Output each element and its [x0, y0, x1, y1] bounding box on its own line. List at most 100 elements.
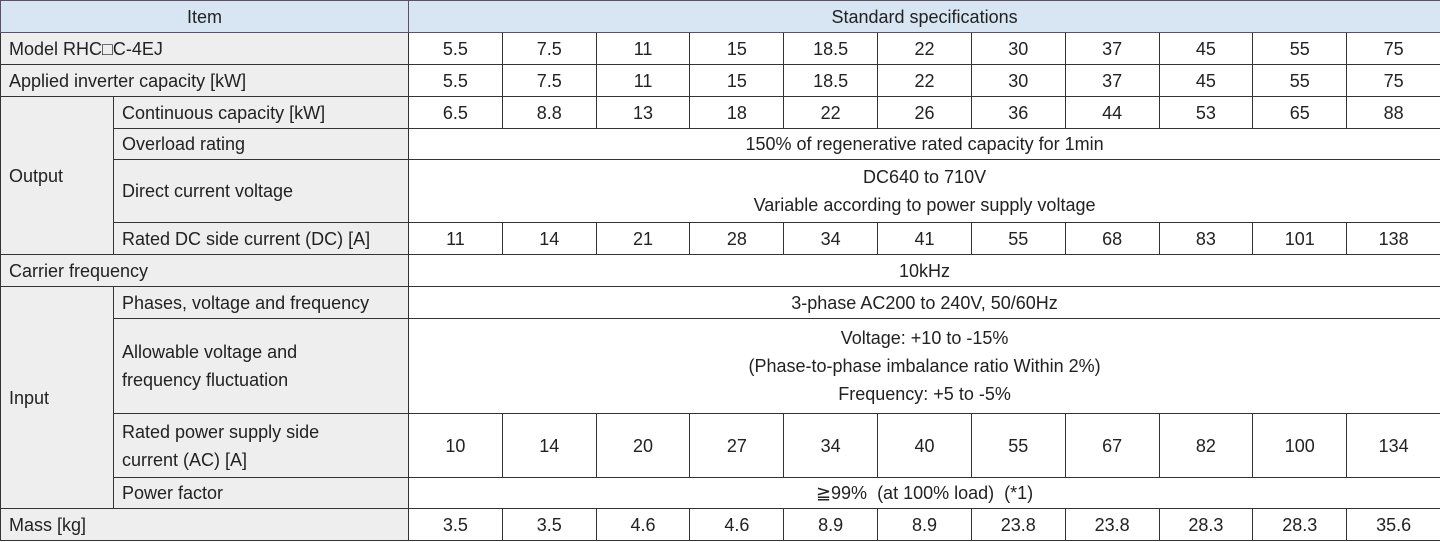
- text-line: 150% of regenerative rated capacity for …: [745, 134, 1104, 154]
- value-cell: 134: [1346, 413, 1440, 478]
- value-cell: 11: [595, 64, 691, 97]
- row-label: Rated power supply side current (AC) [A]: [112, 413, 410, 478]
- value-cell: 75: [1346, 32, 1440, 65]
- value-cell: 27: [689, 413, 785, 478]
- value-cell: 4.6: [689, 508, 785, 541]
- table-row: Model RHC□C-4EJ 5.5 7.5 11 15 18.5 22 30 37 45 55 7…: [0, 32, 1440, 65]
- value-cell: 30: [970, 64, 1066, 97]
- value-cell: 3.5: [408, 508, 503, 541]
- row-label: Power factor: [112, 477, 410, 509]
- value-cell: 44: [1064, 96, 1160, 129]
- value-cell: 55: [1252, 32, 1348, 65]
- value-cell: 5.5: [408, 64, 503, 97]
- value-cell: 35.6: [1346, 508, 1440, 541]
- text-line: Allowable voltage and: [122, 342, 298, 362]
- merged-value-cell: DC640 to 710V Variable according to power…: [408, 159, 1440, 223]
- value-cell: 34: [783, 413, 879, 478]
- row-label: Applied inverter capacity [kW]: [0, 64, 410, 97]
- value-cell: 55: [970, 413, 1066, 478]
- table-row: Applied inverter capacity [kW] 5.5 7.5 11 15…: [0, 64, 1440, 97]
- value-cell: 8.8: [501, 96, 597, 129]
- text-line: Rated power supply side: [122, 421, 320, 442]
- text-line: DC640 to 710V: [863, 167, 987, 187]
- group-label: Input: [0, 286, 114, 509]
- merged-value-cell: Voltage: +10 to -15% (Phase-to-phase imba…: [408, 318, 1440, 414]
- table-row: Allowable voltage and frequency fluctuati…: [1, 318, 1440, 414]
- merged-value-cell: ≧99% (at 100% load) (*1): [408, 477, 1440, 509]
- value-cell: 7.5: [501, 64, 597, 97]
- table-row: Rated DC side current (DC) [A] 11 14 21 28 34…: [1, 222, 1440, 255]
- value-cell: 26: [877, 96, 972, 129]
- value-cell: 100: [1252, 413, 1348, 478]
- value-cell: 22: [783, 96, 879, 129]
- text-line: Variable according to power supply volta…: [753, 195, 1096, 215]
- value-cell: 18.5: [783, 32, 879, 65]
- table-row: Carrier frequency 10kHz: [0, 254, 1440, 287]
- text-line: Voltage: +10 to -15%: [840, 328, 1009, 348]
- table-row: Rated power supply side current (AC) [A] 1…: [1, 413, 1440, 478]
- value-cell: 41: [877, 222, 972, 255]
- value-cell: 22: [877, 64, 972, 97]
- value-cell: 45: [1158, 64, 1254, 97]
- value-cell: 8.9: [783, 508, 879, 541]
- row-label: Rated DC side current (DC) [A]: [112, 222, 410, 255]
- value-cell: 82: [1158, 413, 1254, 478]
- value-cell: 23.8: [970, 508, 1066, 541]
- header-cell: Standard specifications: [408, 0, 1440, 33]
- value-cell: 8.9: [877, 508, 972, 541]
- value-cell: 37: [1064, 64, 1160, 97]
- row-label: Continuous capacity [kW]: [112, 96, 410, 129]
- value-cell: 5.5: [408, 32, 503, 65]
- value-cell: 28.3: [1158, 508, 1254, 541]
- table-row: Output Continuous capacity [kW] 6.5 8.8 13 18…: [0, 96, 1440, 255]
- row-label: Direct current voltage: [112, 159, 410, 223]
- value-cell: 6.5: [408, 96, 503, 129]
- value-cell: 138: [1346, 222, 1440, 255]
- value-cell: 14: [501, 413, 597, 478]
- table-row: Direct current voltage DC640 to 710V Varia…: [1, 159, 1440, 223]
- text-line: 10kHz: [899, 260, 951, 281]
- table-row: Power factor ≧99% (at 100% load) (*1): [1, 477, 1440, 509]
- merged-value-cell: 10kHz: [408, 254, 1440, 287]
- value-cell: 45: [1158, 32, 1254, 65]
- value-cell: 37: [1064, 32, 1160, 65]
- row-label: Model RHC□C-4EJ: [0, 32, 410, 65]
- table-body: Model RHC□C-4EJ 5.5 7.5 11 15 18.5 22 30 37 45 55 7…: [0, 32, 1440, 541]
- text-line: current (AC) [A]: [122, 449, 248, 470]
- value-cell: 14: [501, 222, 597, 255]
- value-cell: 28.3: [1252, 508, 1348, 541]
- header-cell: Item: [0, 0, 410, 33]
- value-cell: 13: [595, 96, 691, 129]
- value-cell: 67: [1064, 413, 1160, 478]
- value-cell: 101: [1252, 222, 1348, 255]
- value-cell: 65: [1252, 96, 1348, 129]
- value-cell: 88: [1346, 96, 1440, 129]
- table-row: Overload rating 150% of regenerative rate…: [1, 128, 1440, 160]
- value-cell: 34: [783, 222, 879, 255]
- row-label: Phases, voltage and frequency: [112, 286, 410, 319]
- text-line: Frequency: +5 to -5%: [838, 384, 1011, 404]
- group-label: Output: [0, 96, 114, 255]
- value-cell: 18: [689, 96, 785, 129]
- text-line: 3-phase AC200 to 240V, 50/60Hz: [791, 292, 1058, 313]
- value-cell: 21: [595, 222, 691, 255]
- value-cell: 23.8: [1064, 508, 1160, 541]
- table-row: Input Phases, voltage and frequency 3-phas…: [0, 286, 1440, 509]
- row-label: Allowable voltage and frequency fluctuati…: [112, 318, 410, 414]
- value-cell: 53: [1158, 96, 1254, 129]
- value-cell: 15: [689, 32, 785, 65]
- value-cell: 10: [408, 413, 503, 478]
- value-cell: 28: [689, 222, 785, 255]
- value-cell: 55: [970, 222, 1066, 255]
- row-label: Carrier frequency: [0, 254, 410, 287]
- value-cell: 68: [1064, 222, 1160, 255]
- value-cell: 11: [595, 32, 691, 65]
- text-line: (Phase-to-phase imbalance ratio Within 2…: [748, 356, 1101, 376]
- value-cell: 3.5: [501, 508, 597, 541]
- value-cell: 15: [689, 64, 785, 97]
- text-line: frequency fluctuation: [122, 370, 289, 390]
- value-cell: 18.5: [783, 64, 879, 97]
- value-cell: 75: [1346, 64, 1440, 97]
